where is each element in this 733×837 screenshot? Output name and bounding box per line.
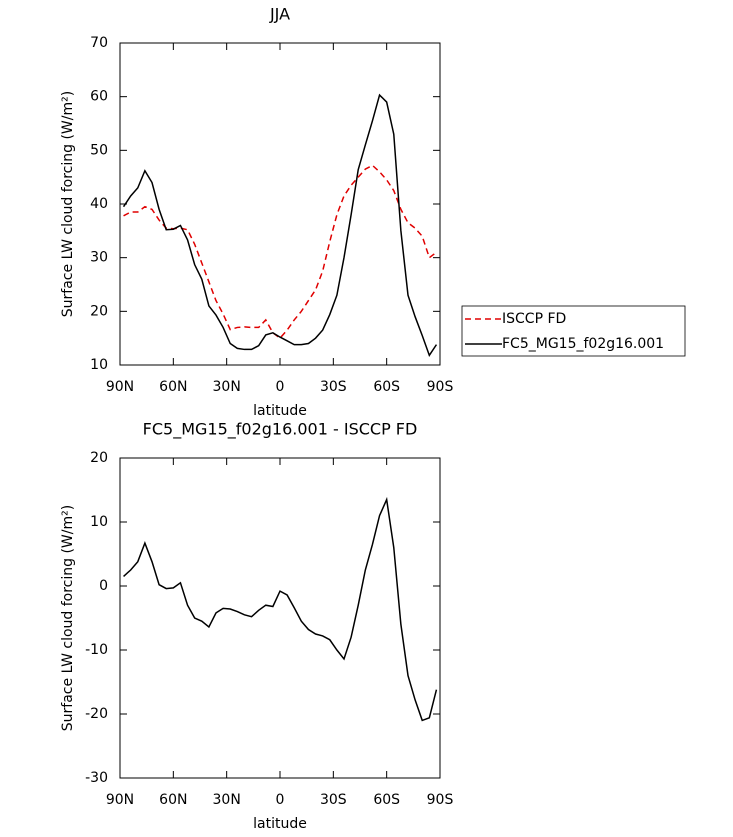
x-tick-label: 90S: [427, 792, 454, 808]
y-tick-label: 50: [90, 142, 108, 158]
legend-frame: [461, 305, 686, 357]
x-axis-label: latitude: [253, 816, 307, 832]
y-tick-label: -10: [85, 642, 108, 658]
chart-title: JJA: [269, 5, 290, 24]
x-tick-label: 90N: [106, 379, 134, 395]
y-tick-label: 30: [90, 250, 108, 266]
legend-label: ISCCP FD: [502, 311, 566, 327]
legend-label: FC5_MG15_f02g16.001: [502, 336, 664, 352]
y-axis-label: Surface LW cloud forcing (W/m²): [60, 505, 76, 731]
x-tick-label: 30S: [320, 792, 347, 808]
y-tick-label: 10: [90, 357, 108, 373]
y-tick-label: 0: [99, 578, 108, 594]
x-tick-label: 30N: [213, 379, 241, 395]
x-tick-label: 30S: [320, 379, 347, 395]
x-tick-label: 90S: [427, 379, 454, 395]
y-tick-label: 60: [90, 89, 108, 105]
y-tick-label: 70: [90, 35, 108, 51]
y-tick-label: 40: [90, 196, 108, 212]
x-tick-label: 60S: [373, 792, 400, 808]
x-tick-label: 60S: [373, 379, 400, 395]
y-axis-label: Surface LW cloud forcing (W/m²): [60, 91, 76, 317]
x-tick-label: 30N: [213, 792, 241, 808]
chart-title: FC5_MG15_f02g16.001 - ISCCP FD: [143, 420, 418, 440]
y-tick-label: -20: [85, 706, 108, 722]
y-tick-label: -30: [85, 770, 108, 786]
x-tick-label: 60N: [159, 379, 187, 395]
series-line: [123, 496, 438, 722]
x-tick-label: 0: [276, 792, 285, 808]
series-line: [123, 164, 437, 340]
y-tick-label: 10: [90, 514, 108, 530]
x-tick-label: 60N: [159, 792, 187, 808]
plot-frame: [119, 42, 441, 366]
plot-frame: [119, 457, 441, 779]
y-tick-label: 20: [90, 450, 108, 466]
x-tick-label: 0: [276, 379, 285, 395]
x-axis-label: latitude: [253, 403, 307, 419]
y-tick-label: 20: [90, 303, 108, 319]
x-tick-label: 90N: [106, 792, 134, 808]
series-line: [122, 93, 438, 358]
